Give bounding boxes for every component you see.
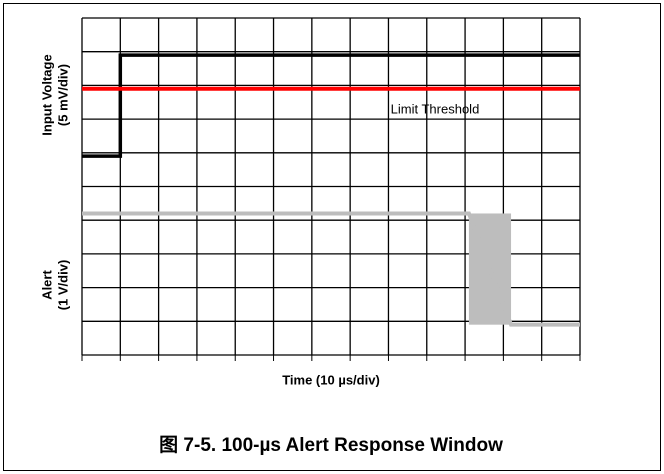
x-label: Time (10 µs/div) [282, 372, 380, 387]
trace [82, 211, 580, 327]
frame [3, 3, 661, 471]
marks [82, 53, 580, 327]
caption: 图 7-5. 100-µs Alert Response Window [159, 434, 503, 456]
y-label: (5 mV/div) [55, 64, 70, 126]
y-label: Alert [39, 270, 54, 300]
trace [82, 53, 580, 158]
annotation: Limit Threshold [391, 101, 480, 116]
y-label: (1 V/div) [55, 260, 70, 311]
y-label: Input Voltage [39, 54, 54, 135]
